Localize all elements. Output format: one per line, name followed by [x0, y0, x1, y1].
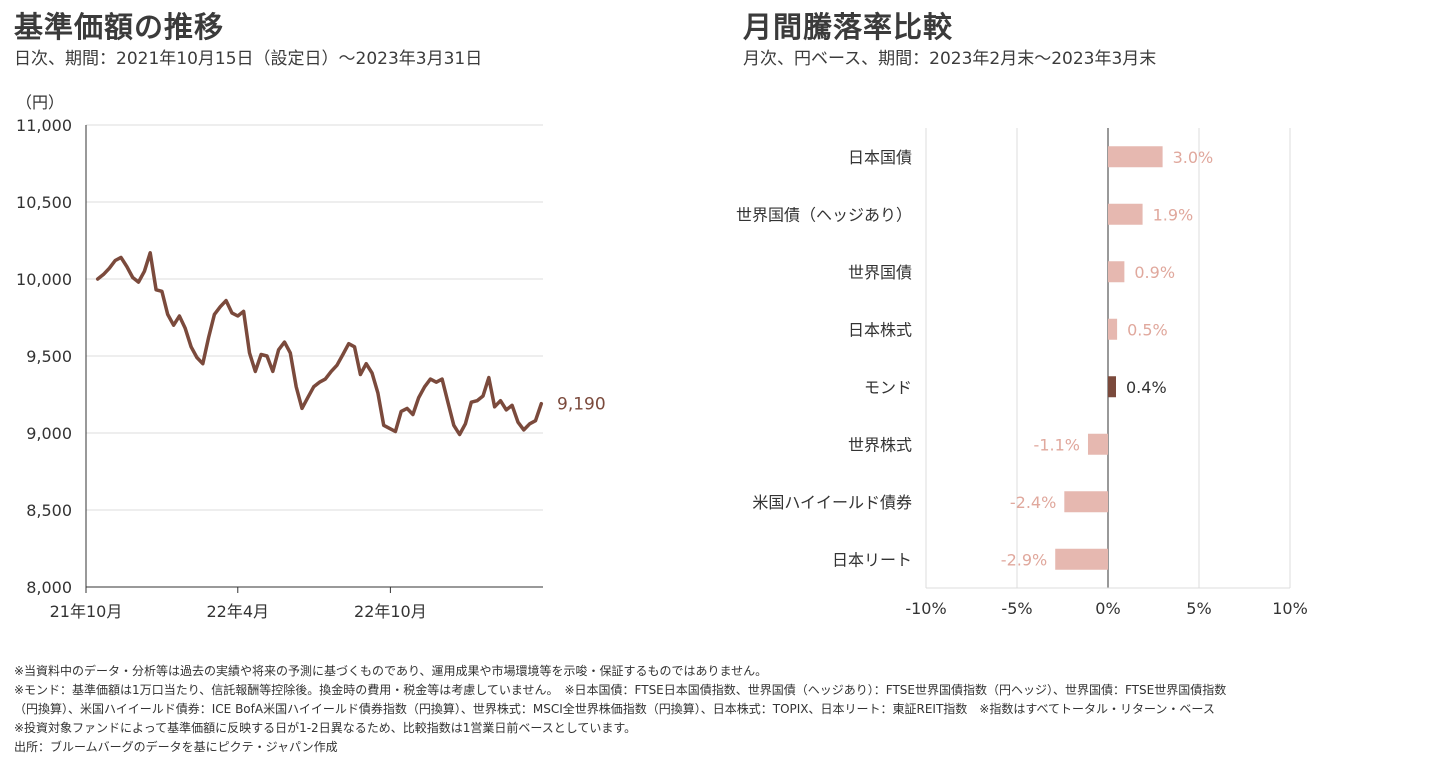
bar	[1108, 203, 1143, 225]
bar	[1064, 491, 1108, 513]
bar	[1087, 433, 1108, 455]
category-label: 世界国債（ヘッジあり）	[736, 205, 912, 224]
bar	[1108, 376, 1116, 398]
category-label: 日本国債	[848, 148, 912, 167]
x-tick-label: 0%	[1095, 599, 1120, 618]
footnote-line: ※当資料中のデータ・分析等は過去の実績や将来の予測に基づくものであり、運用成果や…	[14, 664, 768, 678]
footnote-line: （円換算）、米国ハイイールド債券：ICE BofA米国ハイイールド債券指数（円換…	[14, 702, 1215, 716]
y-tick-label: 11,000	[16, 116, 72, 135]
footnote-line: ※投資対象ファンドによって基準価額に反映する日が1-2日異なるため、比較指数は1…	[14, 721, 637, 735]
nav-line-chart: 8,000 8,500 9,000 9,500 10,000 10,500 11,000 （円…	[16, 93, 606, 621]
y-tick-label: 8,000	[26, 578, 72, 597]
return-bar-chart: -10% -5% 0% 5% 10% 日本国債 3.0% 世界国債（ヘッジあり） 1.9% 世界国…	[736, 128, 1308, 618]
x-tick-label: 10%	[1272, 599, 1308, 618]
value-label: 0.9%	[1134, 263, 1175, 282]
value-label: -1.1%	[1034, 435, 1080, 454]
value-label: 0.4%	[1126, 378, 1167, 397]
category-label: 世界国債	[848, 263, 912, 282]
bar	[1055, 548, 1108, 570]
value-label: -2.9%	[1001, 550, 1047, 569]
y-tick-label: 9,000	[26, 424, 72, 443]
bar	[1108, 318, 1118, 340]
footnote-line: 出所：ブルームバーグのデータを基にピクテ・ジャパン作成	[14, 740, 338, 754]
x-tick-label: 21年10月	[50, 602, 123, 621]
x-tick-label: 22年10月	[354, 602, 427, 621]
end-value-label: 9,190	[557, 395, 606, 415]
x-tick-label: -10%	[905, 599, 946, 618]
y-tick-label: 10,000	[16, 270, 72, 289]
x-tick-label: 22年4月	[207, 602, 270, 621]
value-label: 1.9%	[1153, 205, 1194, 224]
x-tick-label: 5%	[1186, 599, 1211, 618]
category-label: 世界株式	[848, 435, 912, 454]
y-tick-label: 8,500	[26, 501, 72, 520]
y-tick-label: 9,500	[26, 347, 72, 366]
footnotes: ※当資料中のデータ・分析等は過去の実績や将来の予測に基づくものであり、運用成果や…	[14, 662, 1439, 757]
category-label: 日本株式	[848, 320, 912, 339]
footnote-line: ※モンド：基準価額は1万口当たり、信託報酬等控除後。換金時の費用・税金等は考慮し…	[14, 683, 1227, 697]
right-chart-subtitle: 月次、円ベース、期間：2023年2月末～2023年3月末	[743, 49, 1157, 69]
x-tick-label: -5%	[1001, 599, 1032, 618]
bar	[1108, 146, 1163, 168]
value-label: -2.4%	[1010, 493, 1056, 512]
value-label: 0.5%	[1127, 320, 1168, 339]
value-label: 3.0%	[1173, 148, 1214, 167]
charts-canvas: 8,000 8,500 9,000 9,500 10,000 10,500 11,000 （円…	[16, 93, 1308, 621]
left-chart-subtitle: 日次、期間：2021年10月15日（設定日）～2023年3月31日	[14, 49, 483, 69]
category-label: 米国ハイイールド債券	[752, 493, 912, 512]
left-chart-title: 基準価額の推移	[14, 10, 225, 44]
y-tick-label: 10,500	[16, 193, 72, 212]
right-chart-title: 月間騰落率比較	[743, 10, 954, 44]
bar	[1108, 261, 1125, 283]
category-label: 日本リート	[832, 550, 912, 569]
nav-series-line	[95, 251, 544, 437]
y-unit-label: （円）	[16, 93, 64, 112]
category-label: モンド	[864, 378, 912, 397]
